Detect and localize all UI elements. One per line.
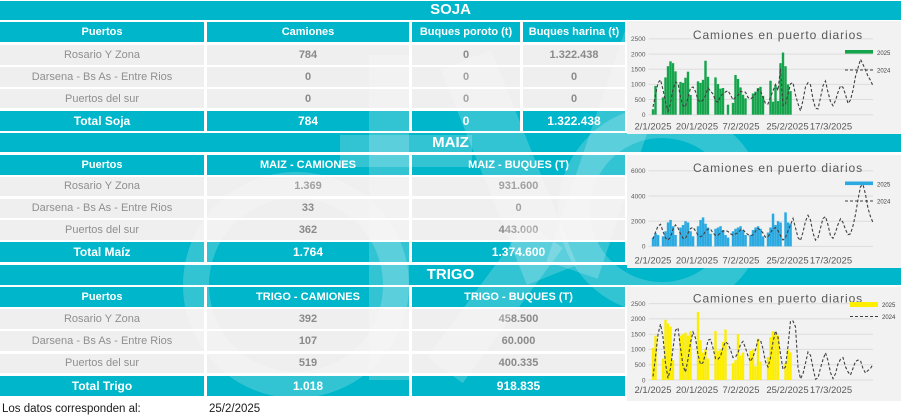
svg-text:6000: 6000 [631, 168, 646, 175]
svg-text:2024: 2024 [877, 199, 891, 205]
svg-text:2025: 2025 [877, 182, 891, 188]
svg-text:0: 0 [642, 112, 646, 119]
svg-text:2000: 2000 [631, 218, 646, 225]
svg-text:25/2/2025: 25/2/2025 [766, 255, 808, 266]
svg-text:1000: 1000 [631, 82, 646, 89]
svg-text:Camiones en puerto diarios: Camiones en puerto diarios [693, 291, 863, 305]
svg-text:2000: 2000 [631, 316, 646, 323]
svg-text:2024: 2024 [877, 69, 891, 75]
svg-text:2025: 2025 [882, 303, 896, 309]
svg-text:7/2/2025: 7/2/2025 [723, 255, 760, 266]
svg-text:500: 500 [635, 362, 646, 369]
svg-text:4000: 4000 [631, 193, 646, 200]
svg-text:2500: 2500 [631, 36, 646, 43]
svg-text:2000: 2000 [631, 51, 646, 58]
svg-text:25/2/2025: 25/2/2025 [766, 121, 808, 132]
svg-text:2025: 2025 [877, 51, 891, 57]
svg-text:17/3/2025: 17/3/2025 [810, 121, 852, 132]
svg-text:1500: 1500 [631, 67, 646, 74]
svg-text:2/1/2025: 2/1/2025 [635, 255, 672, 266]
svg-text:17/3/2025: 17/3/2025 [810, 255, 852, 266]
svg-text:2/1/2025: 2/1/2025 [635, 121, 672, 132]
svg-text:2500: 2500 [631, 301, 646, 308]
svg-text:25/2/2025: 25/2/2025 [766, 385, 808, 396]
svg-text:20/1/2025: 20/1/2025 [676, 385, 718, 396]
svg-text:Camiones en puerto diarios: Camiones en puerto diarios [693, 28, 863, 42]
svg-text:17/3/2025: 17/3/2025 [810, 385, 852, 396]
svg-text:1500: 1500 [631, 332, 646, 339]
svg-text:Camiones en puerto diarios: Camiones en puerto diarios [693, 161, 863, 175]
svg-text:20/1/2025: 20/1/2025 [676, 121, 718, 132]
svg-text:2/1/2025: 2/1/2025 [635, 385, 672, 396]
svg-text:20/1/2025: 20/1/2025 [676, 255, 718, 266]
svg-text:500: 500 [635, 97, 646, 104]
svg-text:1000: 1000 [631, 347, 646, 354]
svg-text:7/2/2025: 7/2/2025 [723, 385, 760, 396]
svg-text:0: 0 [642, 377, 646, 384]
svg-text:7/2/2025: 7/2/2025 [723, 121, 760, 132]
svg-text:0: 0 [642, 244, 646, 251]
svg-text:2024: 2024 [882, 315, 896, 321]
